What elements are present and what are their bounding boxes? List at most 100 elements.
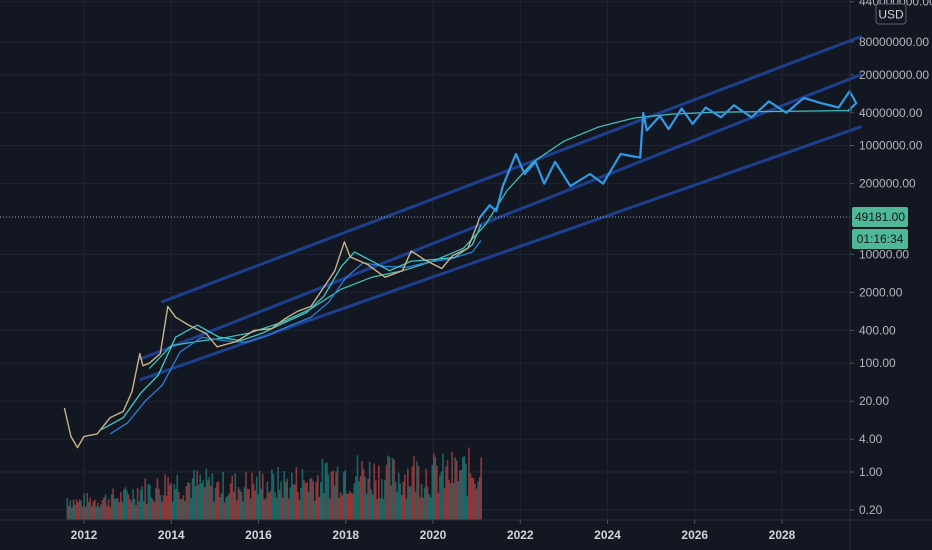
volume-bar [68, 505, 70, 520]
volume-bar [248, 489, 250, 520]
volume-bar [171, 501, 174, 520]
volume-bar [168, 485, 171, 520]
volume-bar [118, 502, 121, 520]
volume-bar [478, 477, 481, 520]
volume-bar [345, 493, 348, 520]
volume-bar [208, 477, 211, 520]
volume-bar [107, 499, 110, 520]
volume-bar [416, 461, 418, 520]
volume-bar [153, 501, 156, 520]
volume-bar [214, 487, 217, 520]
volume-bar [94, 499, 96, 520]
volume-bar [397, 472, 400, 520]
volume-bar [133, 498, 136, 520]
volume-bar [381, 479, 383, 520]
channel-line[interactable] [161, 35, 863, 304]
volume-bar [75, 499, 78, 520]
volume-bar [199, 474, 201, 520]
y-tick-label: 10000.00 [859, 247, 909, 261]
volume-bar [109, 506, 111, 520]
volume-bar [234, 473, 237, 520]
volume-bar [272, 473, 275, 520]
volume-bar [150, 497, 153, 520]
volume-bar [361, 461, 363, 520]
volume-bar [468, 447, 470, 520]
volume-bar [194, 485, 197, 520]
volume-bar [261, 473, 264, 520]
volume-bar [291, 472, 293, 520]
volume-bar [316, 474, 319, 520]
volume-bar [170, 482, 172, 520]
volume-bar [388, 457, 391, 520]
volume-bar [185, 485, 188, 520]
volume-bar [126, 490, 128, 520]
volume-bar [408, 486, 411, 520]
volume-bar [66, 497, 69, 520]
volume-bar [326, 462, 328, 520]
volume-bar [213, 501, 215, 520]
volume-bar [167, 476, 169, 520]
volume-bar [98, 507, 101, 520]
volume-bar [69, 500, 72, 520]
volume-bar [130, 501, 133, 520]
volume-bar [306, 482, 308, 520]
volume-bar [197, 484, 200, 520]
volume-bar [480, 457, 482, 520]
volume-bar [165, 495, 168, 520]
volume-bar [436, 465, 438, 520]
volume-bar [356, 455, 359, 520]
moving-average-slow [109, 240, 482, 435]
volume-bars [66, 447, 482, 520]
volume-bar [359, 476, 362, 520]
x-tick-label: 2026 [681, 528, 708, 542]
volume-bar [228, 493, 230, 520]
volume-bar [321, 459, 324, 520]
volume-bar [127, 494, 130, 520]
volume-bar [465, 463, 467, 520]
volume-bar [428, 494, 431, 520]
volume-bar [446, 460, 449, 520]
volume-bar [315, 481, 318, 520]
volume-bar [106, 505, 108, 520]
x-tick-label: 2024 [594, 528, 621, 542]
volume-bar [161, 501, 163, 520]
volume-bar [219, 497, 221, 520]
volume-bar [284, 482, 287, 520]
volume-bar [164, 474, 166, 520]
time-axis[interactable]: 2012 2014 2016 2018 2020 2022 2024 2026 2028 [71, 520, 796, 542]
volume-bar [294, 484, 296, 520]
volume-bar [242, 501, 244, 520]
volume-bar [239, 489, 241, 520]
volume-bar [182, 495, 185, 520]
volume-bar [72, 499, 75, 520]
volume-bar [176, 474, 179, 520]
volume-bar [336, 466, 339, 520]
volume-bar [390, 485, 392, 520]
volume-bar [229, 483, 232, 520]
volume-bar [355, 476, 357, 520]
volume-bar [411, 466, 414, 520]
volume-bar [136, 488, 139, 520]
x-tick-label: 2022 [507, 528, 534, 542]
x-tick-label: 2020 [420, 528, 447, 542]
volume-bar [434, 456, 437, 520]
channel-line[interactable] [139, 73, 863, 361]
volume-bar [312, 481, 314, 520]
volume-bar [440, 471, 443, 520]
volume-bar [258, 470, 261, 520]
volume-bar [110, 494, 113, 520]
volume-bar [417, 466, 420, 520]
last-price-box [852, 207, 908, 227]
y-tick-label: 0.20 [859, 503, 883, 517]
volume-bar [190, 498, 192, 520]
currency-badge[interactable]: USD [875, 3, 907, 25]
volume-bar [419, 497, 421, 520]
volume-bar [329, 498, 331, 520]
volume-bar [422, 497, 424, 520]
volume-bar [147, 483, 150, 520]
volume-bar [335, 471, 337, 520]
volume-bar [152, 499, 154, 520]
x-tick-label: 2028 [769, 528, 796, 542]
volume-bar [324, 463, 327, 520]
